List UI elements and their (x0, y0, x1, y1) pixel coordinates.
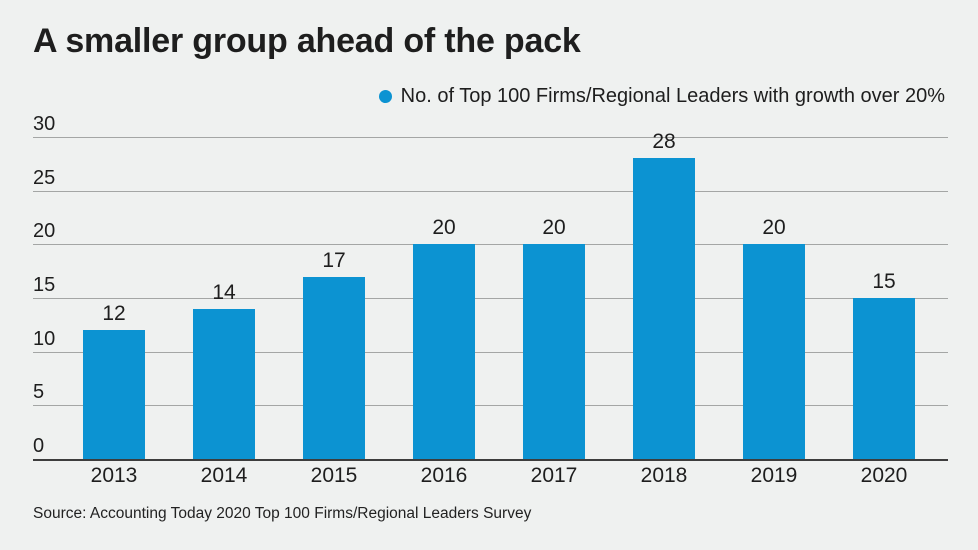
bar-value-2017: 20 (542, 216, 566, 240)
bar-value-2015: 17 (322, 248, 346, 272)
bar-2018 (633, 158, 695, 459)
x-tick-label-2016: 2016 (420, 464, 468, 487)
x-tick-label-2020: 2020 (860, 464, 908, 487)
bar-2015 (303, 276, 365, 459)
bar-value-2019: 20 (762, 216, 786, 240)
y-tick-label-10: 10 (33, 327, 56, 350)
bar-value-2020: 15 (872, 270, 896, 293)
bar-2014 (193, 308, 255, 459)
bar-2020 (853, 298, 915, 459)
gridline-10: 10 (33, 329, 948, 353)
bar-value-2018: 28 (652, 130, 676, 154)
gridline-0: 0 (33, 436, 948, 461)
source-note: Source: Accounting Today 2020 Top 100 Fi… (33, 505, 532, 522)
gridline-5: 5 (33, 382, 948, 407)
y-tick-label-20: 20 (33, 220, 56, 243)
y-tick-label-5: 5 (33, 381, 45, 404)
bar-2017 (523, 244, 585, 459)
plot-area: 0 5 10 15 20 25 30 12 2013 14 2014 17 2015 20 2016 20 20… (33, 114, 948, 486)
x-tick-label-2019: 2019 (750, 464, 798, 487)
bar-2019 (743, 244, 805, 459)
bar-value-2013: 12 (102, 302, 126, 326)
bar-value-2014: 14 (212, 280, 236, 304)
legend-label: No. of Top 100 Firms/Regional Leaders wi… (400, 85, 945, 107)
chart-title: A smaller group ahead of the pack (33, 22, 581, 60)
y-tick-label-25: 25 (33, 166, 56, 189)
bar-2016 (413, 244, 475, 459)
gridline-15: 15 (33, 275, 948, 299)
legend-dot-icon (378, 90, 392, 103)
y-tick-label-15: 15 (33, 274, 56, 296)
gridline-20: 20 (33, 221, 948, 246)
gridline-30: 30 (33, 114, 948, 138)
x-tick-label-2015: 2015 (310, 464, 358, 487)
bar-value-2016: 20 (432, 216, 456, 240)
bar-2013 (83, 330, 145, 459)
x-tick-label-2017: 2017 (530, 464, 578, 487)
x-tick-label-2018: 2018 (640, 464, 688, 487)
gridline-25: 25 (33, 168, 948, 192)
x-tick-label-2013: 2013 (90, 464, 138, 487)
y-tick-label-30: 30 (33, 113, 56, 135)
x-tick-label-2014: 2014 (200, 464, 248, 487)
legend: No. of Top 100 Firms/Regional Leaders wi… (378, 85, 945, 108)
y-tick-label-0: 0 (33, 435, 45, 457)
